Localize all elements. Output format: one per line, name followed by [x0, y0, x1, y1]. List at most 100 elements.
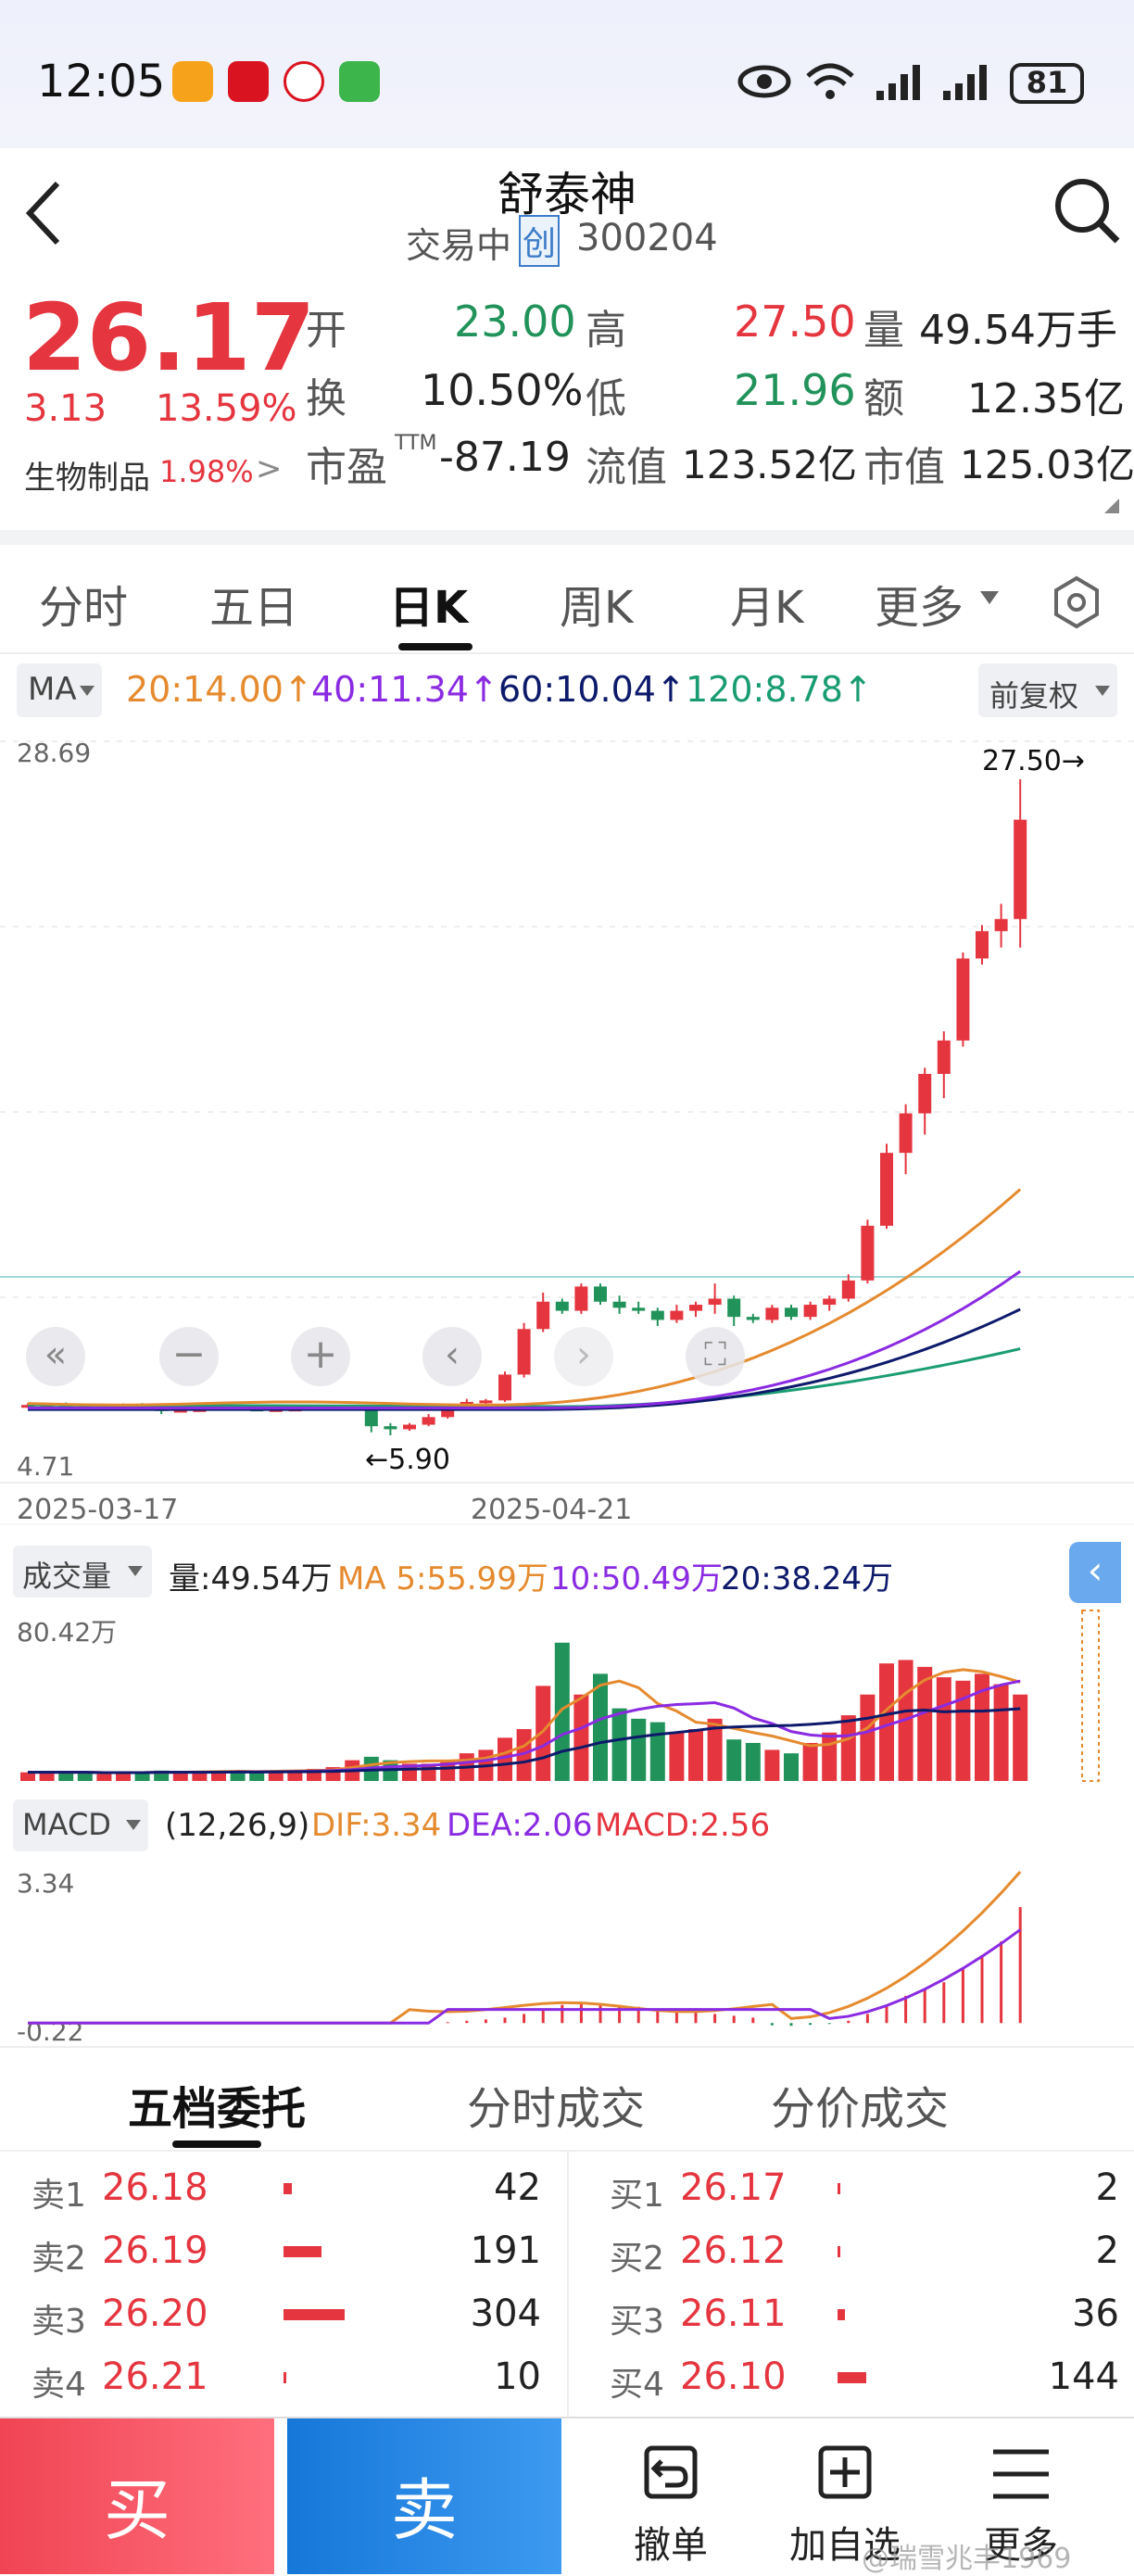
ask-row[interactable]: 卖3 26.20 304	[0, 2287, 556, 2342]
tab-more[interactable]: 更多	[875, 582, 964, 634]
tab-daily-k[interactable]: 日K	[389, 582, 469, 634]
macd-dea: DEA:2.06	[447, 1807, 593, 1844]
settings-hex-icon[interactable]	[1049, 575, 1104, 630]
header: 舒泰神 交易中 创 300204	[0, 148, 1134, 278]
volume-bar	[707, 1718, 723, 1781]
high-label: 高	[586, 307, 626, 354]
zoom-out-button[interactable]: −	[159, 1327, 219, 1386]
pe-label: 市盈	[306, 444, 387, 491]
tab-intraday[interactable]: 分时	[39, 582, 129, 634]
scroll-left-fast-button[interactable]: «	[26, 1327, 85, 1386]
price-axis-min: 4.71	[17, 1451, 75, 1482]
volume-bar	[268, 1770, 284, 1781]
open-label: 开	[306, 307, 346, 354]
signal-icon-2	[943, 65, 987, 100]
volume-bar	[669, 1732, 685, 1781]
price-change-pct: 13.59%	[156, 387, 297, 430]
candlestick-chart[interactable]	[0, 732, 1134, 1529]
scroll-left-button[interactable]: ‹	[422, 1327, 482, 1386]
candle-body	[670, 1310, 684, 1320]
cancel-order-button[interactable]: 撤单	[589, 2418, 752, 2574]
ask-row[interactable]: 卖1 26.18 42	[0, 2161, 556, 2216]
level-price: 26.10	[680, 2355, 787, 2398]
collapse-side-button[interactable]: ‹	[1069, 1542, 1121, 1603]
level-price: 26.20	[102, 2292, 208, 2335]
volume-value: 49.54万手	[919, 307, 1117, 354]
candle-body	[517, 1329, 531, 1375]
level-quantity: 2	[1095, 2166, 1119, 2209]
candle-body	[594, 1286, 607, 1302]
candle-body	[861, 1225, 875, 1281]
bid-row[interactable]: 买2 26.12 2	[578, 2224, 1134, 2279]
candle-body	[841, 1280, 855, 1299]
scroll-right-button[interactable]: ›	[554, 1327, 613, 1386]
volume-current: 量:49.54万	[169, 1560, 333, 1597]
bid-row[interactable]: 买3 26.11 36	[578, 2287, 1134, 2342]
back-icon[interactable]	[20, 176, 67, 250]
candle-body	[918, 1073, 932, 1114]
battery-level: 81	[1026, 65, 1068, 100]
volume-ma5: MA 5:55.99万	[337, 1560, 548, 1597]
zoom-in-button[interactable]: +	[291, 1327, 350, 1386]
level-quantity: 304	[470, 2292, 541, 2335]
add-favorite-button[interactable]: 加自选	[760, 2418, 930, 2574]
level-label: 卖4	[32, 2366, 86, 2404]
candle-body	[746, 1317, 760, 1320]
volume-selector[interactable]: 成交量	[13, 1546, 152, 1597]
candle-body	[498, 1374, 511, 1401]
tab-tick-trades[interactable]: 分时成交	[467, 2083, 646, 2135]
volume-ma20: 20:38.24万	[721, 1560, 894, 1597]
dropdown-arrow-icon[interactable]	[980, 591, 999, 606]
tab-monthly-k[interactable]: 月K	[730, 582, 804, 634]
tab-weekly-k[interactable]: 周K	[560, 582, 634, 634]
more-button[interactable]: 更多	[938, 2418, 1104, 2574]
adjust-selector[interactable]: 前复权	[978, 663, 1117, 717]
macd-selector[interactable]: MACD	[13, 1799, 148, 1851]
cctv-app-icon	[284, 61, 324, 102]
level-price: 26.21	[102, 2355, 208, 2398]
low-marker: ←5.90	[365, 1444, 450, 1476]
volume-bar	[192, 1772, 208, 1781]
market-cap-label: 市值	[863, 444, 945, 491]
chevron-right-icon[interactable]: >	[256, 450, 283, 487]
dropdown-arrow-icon	[128, 1566, 143, 1576]
sell-label: 卖	[390, 2471, 458, 2549]
status-bar: 12:05 81	[0, 0, 1134, 167]
fullscreen-button[interactable]: ⛶	[686, 1327, 745, 1386]
sector-change: 1.98%	[159, 454, 254, 489]
tab-order-book[interactable]: 五档委托	[128, 2083, 307, 2135]
buy-button[interactable]: 买	[0, 2418, 274, 2574]
tab-five-day[interactable]: 五日	[209, 582, 299, 634]
tab-price-trades[interactable]: 分价成交	[771, 2083, 950, 2135]
ask-row[interactable]: 卖4 26.21 10	[0, 2350, 556, 2406]
macd-dea-line	[28, 1928, 1022, 2025]
bid-row[interactable]: 买4 26.10 144	[578, 2350, 1134, 2406]
date-label-left: 2025-03-17	[17, 1494, 179, 1526]
expand-corner-icon[interactable]	[1102, 497, 1121, 515]
candle-body	[479, 1400, 493, 1404]
ask-row[interactable]: 卖2 26.19 191	[0, 2224, 556, 2279]
bid-row[interactable]: 买1 26.17 2	[578, 2161, 1134, 2216]
sector-name[interactable]: 生物制品	[24, 460, 150, 497]
dropdown-arrow-icon	[80, 686, 94, 696]
candle-body	[1014, 819, 1027, 919]
wifi-icon	[806, 63, 854, 99]
volume-meter	[284, 2309, 345, 2320]
candle-body	[823, 1298, 837, 1306]
candle-body	[727, 1298, 741, 1318]
ma-indicator-bar: MA 20:14.00↑ 40:11.34↑ 60:10.04↑ 120:8.7…	[0, 658, 1134, 732]
candle-body	[441, 1406, 455, 1418]
volume-axis-max: 80.42万	[17, 1617, 118, 1648]
level-price: 26.12	[680, 2229, 787, 2272]
turnover-value: 10.50%	[421, 365, 584, 415]
candle-body	[803, 1305, 817, 1318]
volume-bar	[975, 1673, 989, 1781]
sell-button[interactable]: 卖	[287, 2418, 561, 2574]
volume-bar	[955, 1680, 971, 1781]
search-icon[interactable]	[1051, 174, 1125, 248]
volume-ma20-line	[28, 1707, 1021, 1774]
weibo-app-icon	[172, 61, 213, 102]
volume-bar	[230, 1770, 246, 1781]
add-favorite-label: 加自选	[789, 2524, 901, 2567]
ma-selector[interactable]: MA	[17, 663, 102, 717]
